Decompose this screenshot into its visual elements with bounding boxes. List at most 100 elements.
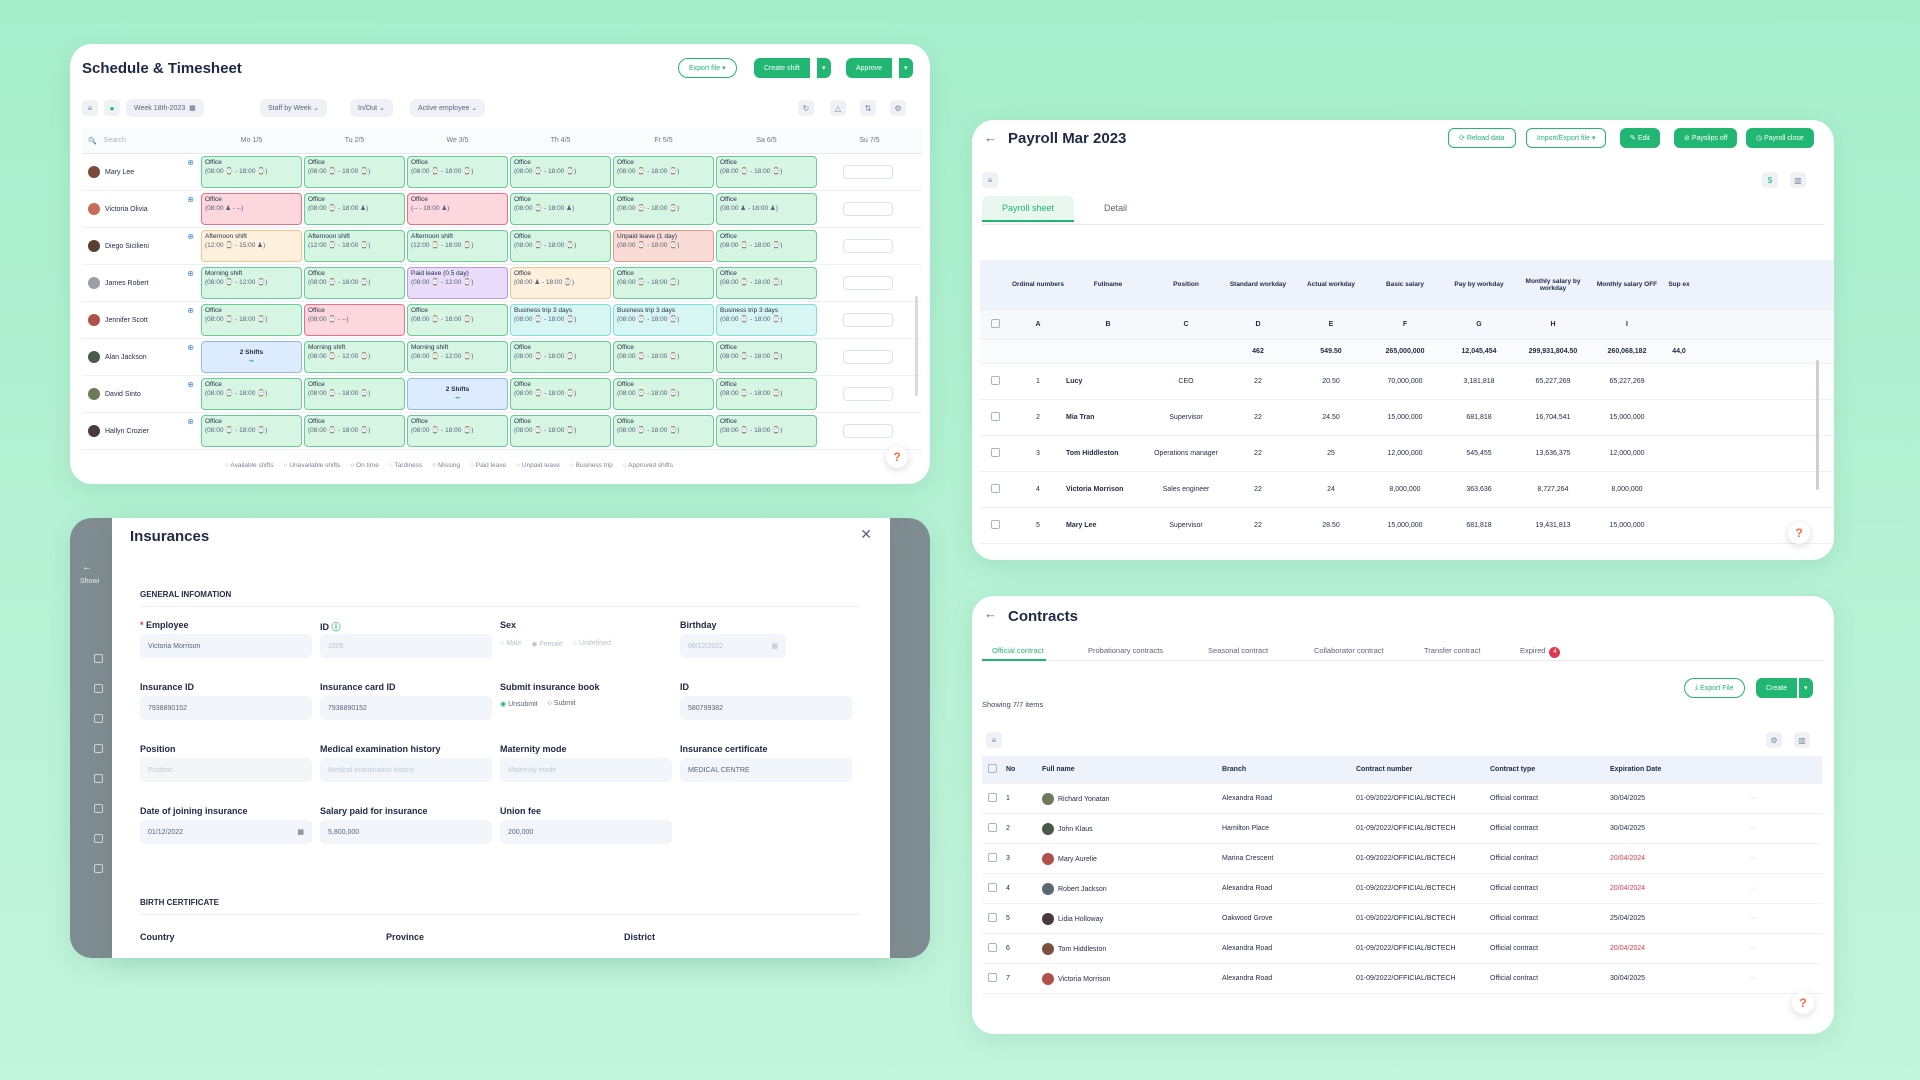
create-shift-button[interactable]: Create shift [754,58,810,78]
sex-undefined-radio[interactable]: ○ Undefined [572,640,611,647]
shift-cell[interactable]: Office (08:00 ⌚ - 18:00 ⌚) [716,267,817,299]
sunday-cell[interactable] [818,191,918,227]
row-checkbox-cell[interactable] [980,376,1010,387]
empty-shift-slot[interactable] [843,424,893,438]
sort-icon[interactable]: ⇅ [860,100,876,116]
row-checkbox[interactable] [988,973,997,982]
shift-cell[interactable]: Paid leave (0.5 day) (08:00 ⌚ - 12:00 ⌚) [407,267,508,299]
row-checkbox[interactable] [990,520,1000,529]
empty-shift-slot[interactable] [843,202,893,216]
row-checkbox-cell[interactable] [980,412,1010,423]
shift-cell[interactable]: Office (08:00 ⌚ - 18:00 ⌚) [716,341,817,373]
position-field[interactable]: Position [140,758,312,782]
shift-cell[interactable]: Office (08:00 ⌚ - 18:00 ⌚) [716,378,817,410]
warning-icon[interactable]: △ [830,100,846,116]
shift-cell[interactable]: Afternoon shift (12:00 ⌚ - 18:00 ⌚) [407,230,508,262]
help-icon[interactable]: ? [1792,992,1814,1014]
more-options-icon[interactable]: ··· [1750,945,1757,952]
export-file-button[interactable]: Export file ▾ [678,58,737,78]
shift-cell[interactable]: Office (08:00 ⌚ - 18:00 ⌚) [407,304,508,336]
shift-cell[interactable]: Office (08:00 ⌚ - 18:00 ⌚) [613,341,714,373]
employee-field[interactable]: Victoria Morrison [140,634,312,658]
help-icon[interactable]: ? [1788,522,1810,544]
shift-cell[interactable]: Office (08:00 ⌚ - 18:00 ⌚) [613,193,714,225]
week-picker[interactable]: Week 18th-2023 ▦ [126,99,204,117]
shift-cell[interactable]: Office (08:00 ⌚ - 18:00 ⌚) [201,304,302,336]
reload-data-button[interactable]: ⟳ Reload data [1448,128,1516,148]
more-options-icon[interactable]: ··· [1750,885,1757,892]
join-date-field[interactable]: 01/12/2022 ▦ [140,820,312,844]
empty-shift-slot[interactable] [843,276,893,290]
shift-cell[interactable]: Office (08:00 ⌚ - 18:00 ⌚) [304,267,405,299]
shift-cell[interactable]: Office (08:00 ⌚ - 18:00 ⌚) [407,156,508,188]
employee-cell[interactable]: Alan Jackson ⊕ [82,339,200,375]
shift-cell[interactable]: Office (08:00 ⌚ - 18:00 ⌚) [510,341,611,373]
sunday-cell[interactable] [818,228,918,264]
birthday-field[interactable]: 08/12/2022 ▦ [680,634,786,658]
settings-icon[interactable]: ⚙ [1766,732,1782,748]
union-fee-field[interactable]: 200,000 [500,820,672,844]
empty-shift-slot[interactable] [843,165,893,179]
active-employee-select[interactable]: Active employee ⌄ [410,99,486,117]
row-checkbox-cell[interactable] [982,883,1006,894]
vertical-scrollbar[interactable] [1816,360,1819,490]
unsubmit-radio[interactable]: ◉ Unsubmit [500,701,538,708]
shift-cell[interactable]: Afternoon shift (12:00 ⌚ - 15:00 ♟) [201,230,302,262]
staff-by-week-select[interactable]: Staff by Week ⌄ [260,99,328,117]
shift-cell[interactable]: Business trip 3 days (08:00 ⌚ - 18:00 ⌚) [716,304,817,336]
import-export-button[interactable]: Import/Export file ▾ [1526,128,1607,148]
row-checkbox[interactable] [988,853,997,862]
shift-cell[interactable]: Morning shift (08:00 ⌚ - 12:00 ⌚) [304,341,405,373]
header-checkbox-cell[interactable] [982,764,1006,775]
maternity-mode-field[interactable]: Maternity mode [500,758,672,782]
payroll-close-button[interactable]: ◷ Payroll close [1746,128,1814,148]
row-checkbox-cell[interactable] [982,943,1006,954]
create-shift-dropdown[interactable]: ▾ [816,58,831,78]
sunday-cell[interactable] [818,413,918,449]
tab-probationary-contracts[interactable]: Probationary contracts [1088,646,1163,655]
tab-payroll-sheet[interactable]: Payroll sheet [982,196,1074,222]
insurance-certificate-field[interactable]: MEDICAL CENTRE [680,758,852,782]
submit-radio[interactable]: ○ Submit [547,700,576,707]
employee-cell[interactable]: Victoria Olivia ⊕ [82,191,200,227]
row-checkbox[interactable] [988,793,997,802]
shift-cell[interactable]: Office (08:00 ⌚ - 18:00 ⌚) [304,415,405,447]
add-shift-icon[interactable]: ⊕ [187,417,194,426]
shift-cell[interactable]: Office (08:00 ⌚ - 18:00 ⌚) [510,156,611,188]
row-checkbox-cell[interactable] [980,448,1010,459]
shift-cell[interactable]: Office (08:00 ⌚ - 18:00 ⌚) [201,415,302,447]
export-file-button[interactable]: ⤓ Export File [1684,678,1745,698]
row-checkbox[interactable] [990,412,1000,421]
location-icon[interactable]: ● [104,100,120,116]
row-checkbox[interactable] [988,883,997,892]
shift-cell[interactable]: Office (08:00 ⌚ - 18:00 ⌚) [510,415,611,447]
shift-cell[interactable]: Business trip 3 days (08:00 ⌚ - 18:00 ⌚) [613,304,714,336]
shift-cell[interactable]: Office (08:00 ⌚ - 18:00 ♟) [304,193,405,225]
shift-cell[interactable]: Office (08:00 ⌚ - 18:00 ⌚) [304,378,405,410]
select-all-checkbox[interactable] [988,764,997,773]
shift-cell[interactable]: Morning shift (08:00 ⌚ - 12:00 ⌚) [407,341,508,373]
more-options-icon[interactable]: ··· [1750,795,1757,802]
columns-icon[interactable]: ▥ [1794,732,1810,748]
tab-official-contract[interactable]: Official contract [992,646,1044,655]
employee-cell[interactable]: Hallyn Crozier ⊕ [82,413,200,449]
shift-cell[interactable]: Office (08:00 ⌚ - 18:00 ⌚) [716,230,817,262]
row-checkbox[interactable] [990,448,1000,457]
approve-dropdown[interactable]: ▾ [898,58,913,78]
more-options-icon[interactable]: ··· [1750,975,1757,982]
row-checkbox-cell[interactable] [982,973,1006,984]
filter-icon[interactable]: ≡ [82,100,98,116]
shift-cell[interactable]: Office (08:00 ⌚ - --) [304,304,405,336]
shift-cell[interactable]: 2 Shifts •• [201,341,302,373]
shift-cell[interactable]: Office (08:00 ⌚ - 18:00 ⌚) [201,378,302,410]
tab-transfer-contract[interactable]: Transfer contract [1424,646,1480,655]
add-shift-icon[interactable]: ⊕ [187,232,194,241]
empty-shift-slot[interactable] [843,239,893,253]
tab-seasonal-contract[interactable]: Seasonal contract [1208,646,1268,655]
id2-field[interactable]: 580799382 [680,696,852,720]
tab-collaborator-contract[interactable]: Collaborator contract [1314,646,1384,655]
shift-cell[interactable]: Office (08:00 ⌚ - 18:00 ⌚) [201,156,302,188]
employee-cell[interactable]: David Sinto ⊕ [82,376,200,412]
employee-cell[interactable]: Jennifer Scott ⊕ [82,302,200,338]
in-out-select[interactable]: In/Out ⌄ [350,99,393,117]
